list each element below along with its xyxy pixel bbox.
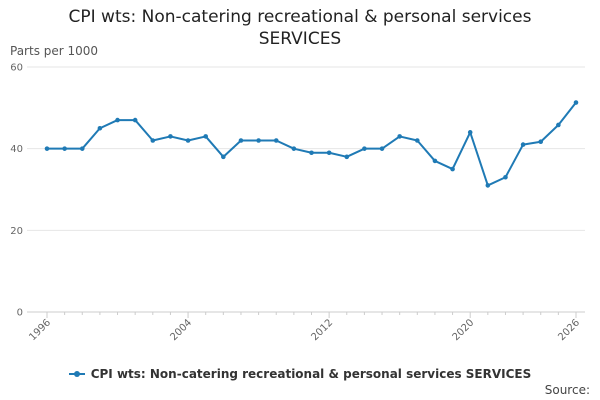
data-point[interactable] [520, 142, 526, 147]
source-label: Source: [544, 383, 590, 397]
gridlines [27, 66, 585, 231]
legend-label: CPI wts: Non-catering recreational & per… [90, 367, 532, 381]
data-point[interactable] [309, 150, 314, 156]
data-point[interactable] [573, 100, 579, 105]
data-point[interactable] [415, 138, 420, 143]
data-point[interactable] [44, 146, 50, 151]
data-point[interactable] [467, 130, 473, 135]
y-tick-label: 20 [10, 226, 23, 237]
data-point[interactable] [397, 134, 402, 139]
data-point[interactable] [150, 138, 156, 143]
y-tick-label: 60 [10, 63, 23, 74]
y-axis-label: Parts per 1000 [10, 44, 99, 58]
data-point[interactable] [221, 154, 226, 160]
series-layer [44, 100, 579, 188]
data-point[interactable] [326, 150, 332, 156]
data-point[interactable] [450, 166, 455, 172]
chart-title-line-2: SERVICES [258, 29, 342, 49]
data-point[interactable] [168, 134, 173, 139]
x-tick-label: 2026 [556, 317, 582, 343]
data-point[interactable] [432, 158, 438, 164]
data-point[interactable] [238, 138, 244, 143]
data-point[interactable] [132, 117, 138, 123]
chart-title: CPI wts: Non-catering recreational & per… [0, 6, 600, 50]
data-point[interactable] [538, 139, 544, 145]
data-point[interactable] [62, 146, 67, 151]
legend-swatch [68, 371, 85, 377]
data-point[interactable] [344, 154, 350, 160]
data-point[interactable] [256, 138, 261, 143]
data-point[interactable] [185, 138, 191, 143]
data-point[interactable] [203, 134, 208, 139]
legend: CPI wts: Non-catering recreational & per… [0, 364, 600, 381]
data-point[interactable] [273, 138, 279, 143]
data-point[interactable] [556, 122, 561, 128]
axes: 0 20 40 60 1996 2004 2012 2020 2026 [10, 63, 585, 343]
x-tick-label: 2020 [451, 317, 477, 343]
data-point[interactable] [362, 146, 367, 151]
x-tick-label: 2004 [168, 317, 194, 343]
series-line [47, 101, 577, 187]
x-tick-label: 2012 [309, 317, 335, 343]
data-point[interactable] [485, 183, 491, 188]
x-tick-label: 1996 [27, 317, 53, 343]
legend-item[interactable]: CPI wts: Non-catering recreational & per… [68, 367, 532, 381]
data-point[interactable] [503, 174, 508, 180]
data-point[interactable] [97, 125, 103, 131]
data-point[interactable] [79, 146, 85, 151]
data-point[interactable] [115, 117, 120, 123]
y-tick-label: 0 [17, 308, 23, 319]
data-point[interactable] [291, 146, 297, 151]
data-point[interactable] [379, 146, 385, 151]
chart-title-line-1: CPI wts: Non-catering recreational & per… [68, 7, 532, 27]
y-tick-label: 40 [10, 144, 23, 155]
